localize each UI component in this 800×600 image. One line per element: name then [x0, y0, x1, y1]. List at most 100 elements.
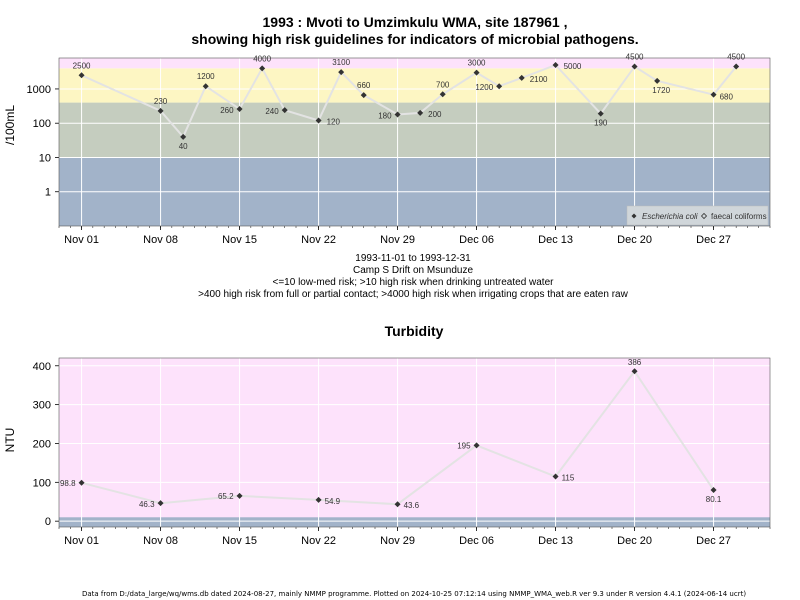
x-tick-label: Nov 22 — [301, 234, 336, 246]
y-tick-label: 200 — [33, 438, 51, 450]
data-label: 5000 — [564, 62, 582, 71]
faecal-legend-label: faecal coliforms — [711, 212, 767, 221]
microbial-panel: Nov 01 Nov 08 Nov 15 Nov 22 Nov 29 Dec 06 Dec … — [3, 53, 771, 246]
data-label: 190 — [594, 119, 608, 128]
data-point — [417, 109, 424, 116]
x-tick-label: Nov 15 — [222, 234, 257, 246]
plot-frame — [58, 57, 771, 227]
y-tick-label: 1000 — [27, 84, 51, 96]
data-label: 2100 — [530, 75, 548, 84]
y-tick-label: 100 — [33, 118, 51, 130]
data-point — [338, 69, 345, 76]
x-tick-label: Dec 13 — [538, 535, 573, 547]
micro-legend: Escherichia coli faecal coliforms — [626, 205, 769, 226]
data-label: 2500 — [73, 61, 91, 70]
data-label: 65.2 — [218, 492, 234, 501]
data-point — [394, 111, 401, 118]
data-label: 3000 — [468, 59, 486, 68]
x-tick-label: Dec 20 — [617, 535, 652, 547]
faecal-legend-marker — [700, 212, 708, 220]
x-tick-label: Nov 22 — [301, 535, 336, 547]
data-label: 54.9 — [325, 497, 341, 506]
data-point — [518, 74, 525, 81]
data-point — [360, 92, 367, 99]
data-point — [710, 91, 717, 98]
data-label: 98.8 — [60, 479, 76, 488]
data-point — [496, 83, 503, 90]
y-tick-label: 100 — [33, 477, 51, 489]
data-label: 660 — [357, 81, 371, 90]
plot-frame — [58, 357, 771, 528]
risk-band — [59, 58, 770, 69]
data-label: 43.6 — [404, 501, 420, 510]
x-tick-label: Nov 01 — [64, 234, 99, 246]
data-point — [315, 117, 322, 124]
series-line — [81, 63, 737, 139]
data-label: 680 — [720, 93, 734, 102]
x-tick-label: Nov 15 — [222, 535, 257, 547]
data-label: 200 — [428, 110, 442, 119]
risk-guideline-caption-1: <=10 low-med risk; >10 high risk when dr… — [273, 277, 555, 288]
turbidity-title: Turbidity — [385, 323, 444, 339]
data-label: 240 — [265, 107, 279, 116]
data-label: 4500 — [727, 53, 745, 62]
data-label: 115 — [562, 473, 575, 482]
data-point — [78, 72, 85, 79]
y-tick-label: 1 — [45, 187, 51, 199]
data-label: 386 — [628, 358, 642, 367]
turbidity-panel: Nov 01 Nov 08 Nov 15 Nov 22 Nov 29 Dec 06 Dec … — [3, 357, 771, 547]
data-label: 46.3 — [139, 500, 155, 509]
data-point — [157, 107, 164, 114]
data-label: 1200 — [197, 72, 215, 81]
x-tick-label: Dec 27 — [696, 535, 731, 547]
data-label: 700 — [436, 80, 450, 89]
x-tick-label: Nov 01 — [64, 535, 99, 547]
data-point — [281, 107, 288, 114]
turbidity-y-axis-label: NTU — [3, 428, 17, 453]
x-tick-label: Dec 06 — [459, 234, 494, 246]
y-tick-label: 300 — [33, 400, 51, 412]
data-point — [733, 63, 740, 70]
data-point — [473, 442, 480, 449]
x-tick-label: Dec 06 — [459, 535, 494, 547]
y-tick-label: 400 — [33, 361, 51, 373]
data-point — [654, 77, 661, 84]
ecoli-legend-label: Escherichia coli — [642, 212, 698, 221]
data-point — [473, 69, 480, 76]
data-label: 180 — [378, 111, 392, 120]
date-range-caption: 1993-11-01 to 1993-12-31 — [355, 253, 471, 264]
data-label: 4000 — [253, 54, 271, 63]
x-tick-label: Nov 08 — [143, 234, 178, 246]
data-point — [597, 110, 604, 117]
data-point — [631, 63, 638, 70]
data-label: 195 — [457, 441, 471, 450]
data-point — [236, 105, 243, 112]
x-tick-label: Nov 29 — [380, 535, 415, 547]
data-label: 1720 — [652, 86, 670, 95]
data-label: 1200 — [475, 83, 493, 92]
legend-box — [626, 205, 769, 226]
turbidity-background — [59, 358, 770, 527]
data-point — [710, 487, 717, 494]
data-point — [315, 496, 322, 503]
y-tick-label: 10 — [39, 152, 51, 164]
data-point — [78, 479, 85, 486]
turbidity-axes: Nov 01 Nov 08 Nov 15 Nov 22 Nov 29 Dec 06 Dec … — [33, 357, 771, 547]
data-point — [439, 91, 446, 98]
x-tick-label: Nov 08 — [143, 535, 178, 547]
data-point — [259, 65, 266, 72]
data-point — [202, 83, 209, 90]
data-label: 120 — [327, 117, 341, 126]
risk-band — [59, 102, 770, 158]
turbidity-plot-background — [59, 358, 770, 527]
micro-axes: Nov 01 Nov 08 Nov 15 Nov 22 Nov 29 Dec 06 Dec … — [27, 57, 771, 246]
y-tick-label: 0 — [45, 516, 51, 528]
risk-guideline-caption-2: >400 high risk from full or partial cont… — [198, 289, 628, 300]
x-tick-label: Dec 20 — [617, 234, 652, 246]
x-tick-label: Nov 29 — [380, 234, 415, 246]
data-label: 260 — [220, 106, 234, 115]
data-point — [631, 368, 638, 375]
data-label: 230 — [154, 97, 168, 106]
turbidity-series: 98.8 46.3 65.2 54.9 43.6 195 115 386 80.1 — [60, 358, 722, 510]
